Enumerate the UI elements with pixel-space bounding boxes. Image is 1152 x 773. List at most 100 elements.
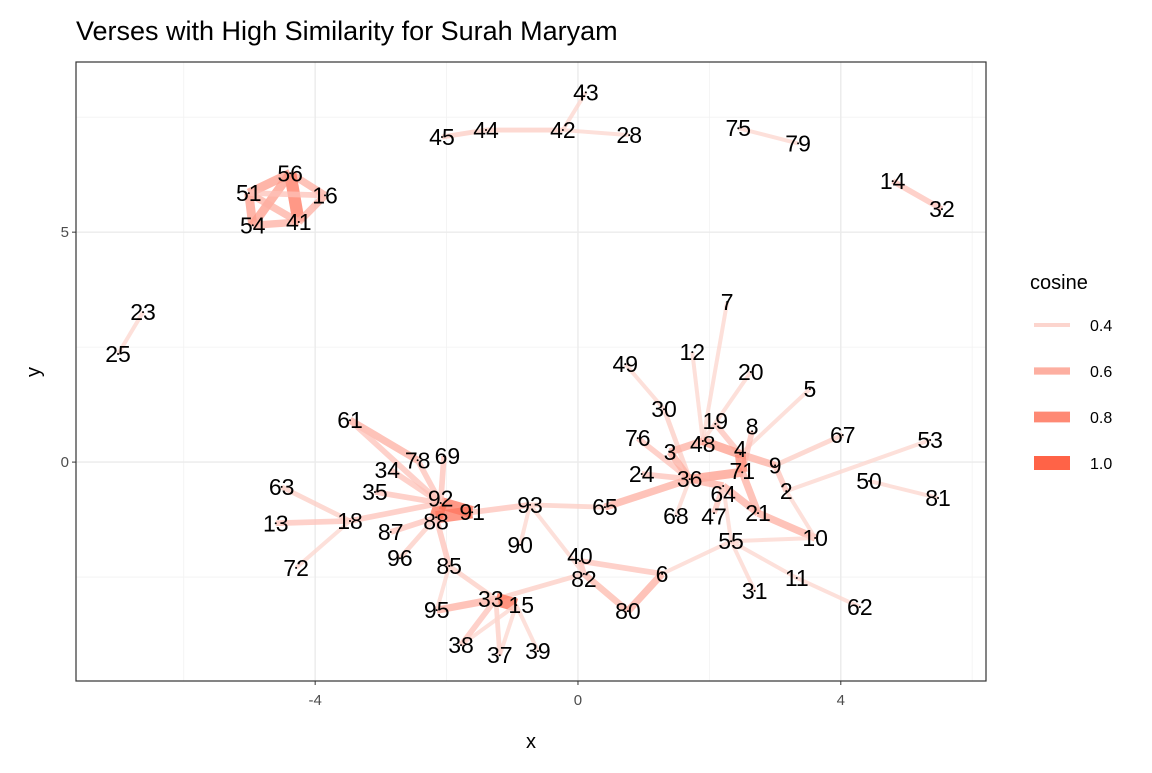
- node-point-28: [628, 134, 631, 137]
- node-label-90: 90: [507, 532, 533, 558]
- node-label-43: 43: [573, 79, 599, 105]
- edge-55-10: [730, 535, 816, 544]
- node-point-16: [324, 194, 327, 197]
- node-label-11: 11: [785, 565, 809, 591]
- node-point-33: [494, 598, 497, 601]
- gridlines: [76, 62, 986, 681]
- node-point-54: [251, 224, 254, 227]
- edge-80-82: [581, 571, 631, 614]
- edge-44-45: [441, 127, 487, 140]
- node-point-30: [663, 408, 666, 411]
- node-point-71: [741, 471, 744, 474]
- node-label-62: 62: [847, 594, 873, 620]
- edge-2-10: [784, 490, 817, 540]
- node-label-47: 47: [701, 503, 727, 529]
- x-axis-label: x: [526, 731, 536, 753]
- edge-13-18: [275, 518, 351, 527]
- edge-51-41: [246, 189, 301, 226]
- node-label-95: 95: [424, 597, 450, 623]
- node-point-48: [701, 439, 704, 442]
- node-point-43: [584, 91, 587, 94]
- node-label-79: 79: [785, 130, 811, 156]
- node-label-10: 10: [802, 525, 828, 551]
- edge-6-80: [625, 571, 665, 614]
- node-label-28: 28: [616, 122, 642, 148]
- node-label-32: 32: [929, 196, 955, 222]
- node-label-15: 15: [508, 592, 534, 618]
- node-point-65: [603, 506, 606, 509]
- edge-61-92: [348, 418, 443, 506]
- node-label-68: 68: [663, 503, 689, 529]
- node-point-78: [416, 459, 419, 462]
- node-label-65: 65: [592, 494, 618, 520]
- edge-65-93: [529, 502, 605, 510]
- edge-51-16: [248, 190, 326, 199]
- node-point-21: [757, 512, 760, 515]
- node-label-9: 9: [769, 452, 782, 478]
- node-label-33: 33: [478, 586, 504, 612]
- node-point-79: [797, 142, 800, 145]
- node-label-8: 8: [746, 414, 759, 440]
- legend-label-0.6: 0.6: [1090, 364, 1112, 381]
- node-point-63: [280, 485, 283, 488]
- node-label-35: 35: [362, 479, 388, 505]
- edge-67-9: [774, 432, 844, 468]
- node-point-61: [348, 419, 351, 422]
- node-label-56: 56: [277, 160, 303, 186]
- node-label-81: 81: [925, 485, 951, 511]
- node-label-12: 12: [680, 339, 706, 365]
- edge-55-11: [730, 539, 798, 580]
- edge-82-33: [495, 571, 585, 602]
- x-tick-label: -4: [308, 692, 321, 709]
- y-axis-label: y: [23, 367, 45, 377]
- node-point-44: [484, 129, 487, 132]
- node-point-50: [868, 479, 871, 482]
- node-point-19: [714, 422, 717, 425]
- node-point-20: [749, 370, 752, 373]
- edge-35-92: [374, 489, 442, 506]
- edge-48-4: [701, 436, 742, 459]
- edge-16-41: [296, 192, 328, 225]
- node-point-81: [937, 496, 940, 499]
- node-point-12: [691, 351, 694, 354]
- node-point-96: [398, 557, 401, 560]
- node-label-37: 37: [487, 642, 513, 668]
- node-label-92: 92: [428, 486, 454, 512]
- node-label-6: 6: [656, 561, 669, 587]
- node-label-85: 85: [436, 553, 462, 579]
- node-point-3: [668, 450, 671, 453]
- node-label-45: 45: [429, 124, 455, 150]
- node-label-41: 41: [286, 209, 312, 235]
- edge-43-42: [561, 91, 588, 132]
- node-point-80: [626, 610, 629, 613]
- edge-54-41: [252, 218, 299, 229]
- node-point-49: [624, 363, 627, 366]
- edge-75-79: [737, 126, 799, 146]
- node-label-5: 5: [804, 376, 817, 402]
- node-label-30: 30: [651, 396, 677, 422]
- node-label-34: 34: [374, 457, 400, 483]
- edge-68-36: [674, 478, 692, 517]
- edge-71-21: [738, 470, 762, 515]
- edge-85-33: [447, 564, 498, 602]
- edge-63-18: [280, 484, 352, 524]
- node-point-35: [373, 490, 376, 493]
- edge-37-15: [497, 604, 519, 656]
- node-point-62: [858, 605, 861, 608]
- edge-69-92: [437, 455, 447, 504]
- legend-label-0.4: 0.4: [1090, 318, 1112, 335]
- node-point-36: [688, 478, 691, 481]
- axis-ticks: -4 0 405: [61, 224, 845, 709]
- node-point-45: [440, 135, 443, 138]
- node-label-36: 36: [677, 466, 703, 492]
- node-label-3: 3: [664, 439, 677, 465]
- node-point-87: [389, 530, 392, 533]
- node-point-38: [460, 644, 463, 647]
- legend-title: cosine: [1030, 272, 1088, 294]
- x-tick-label: 4: [837, 692, 845, 709]
- node-label-50: 50: [856, 468, 882, 494]
- node-point-39: [536, 650, 539, 653]
- node-point-31: [753, 589, 756, 592]
- edge-21-10: [756, 509, 817, 542]
